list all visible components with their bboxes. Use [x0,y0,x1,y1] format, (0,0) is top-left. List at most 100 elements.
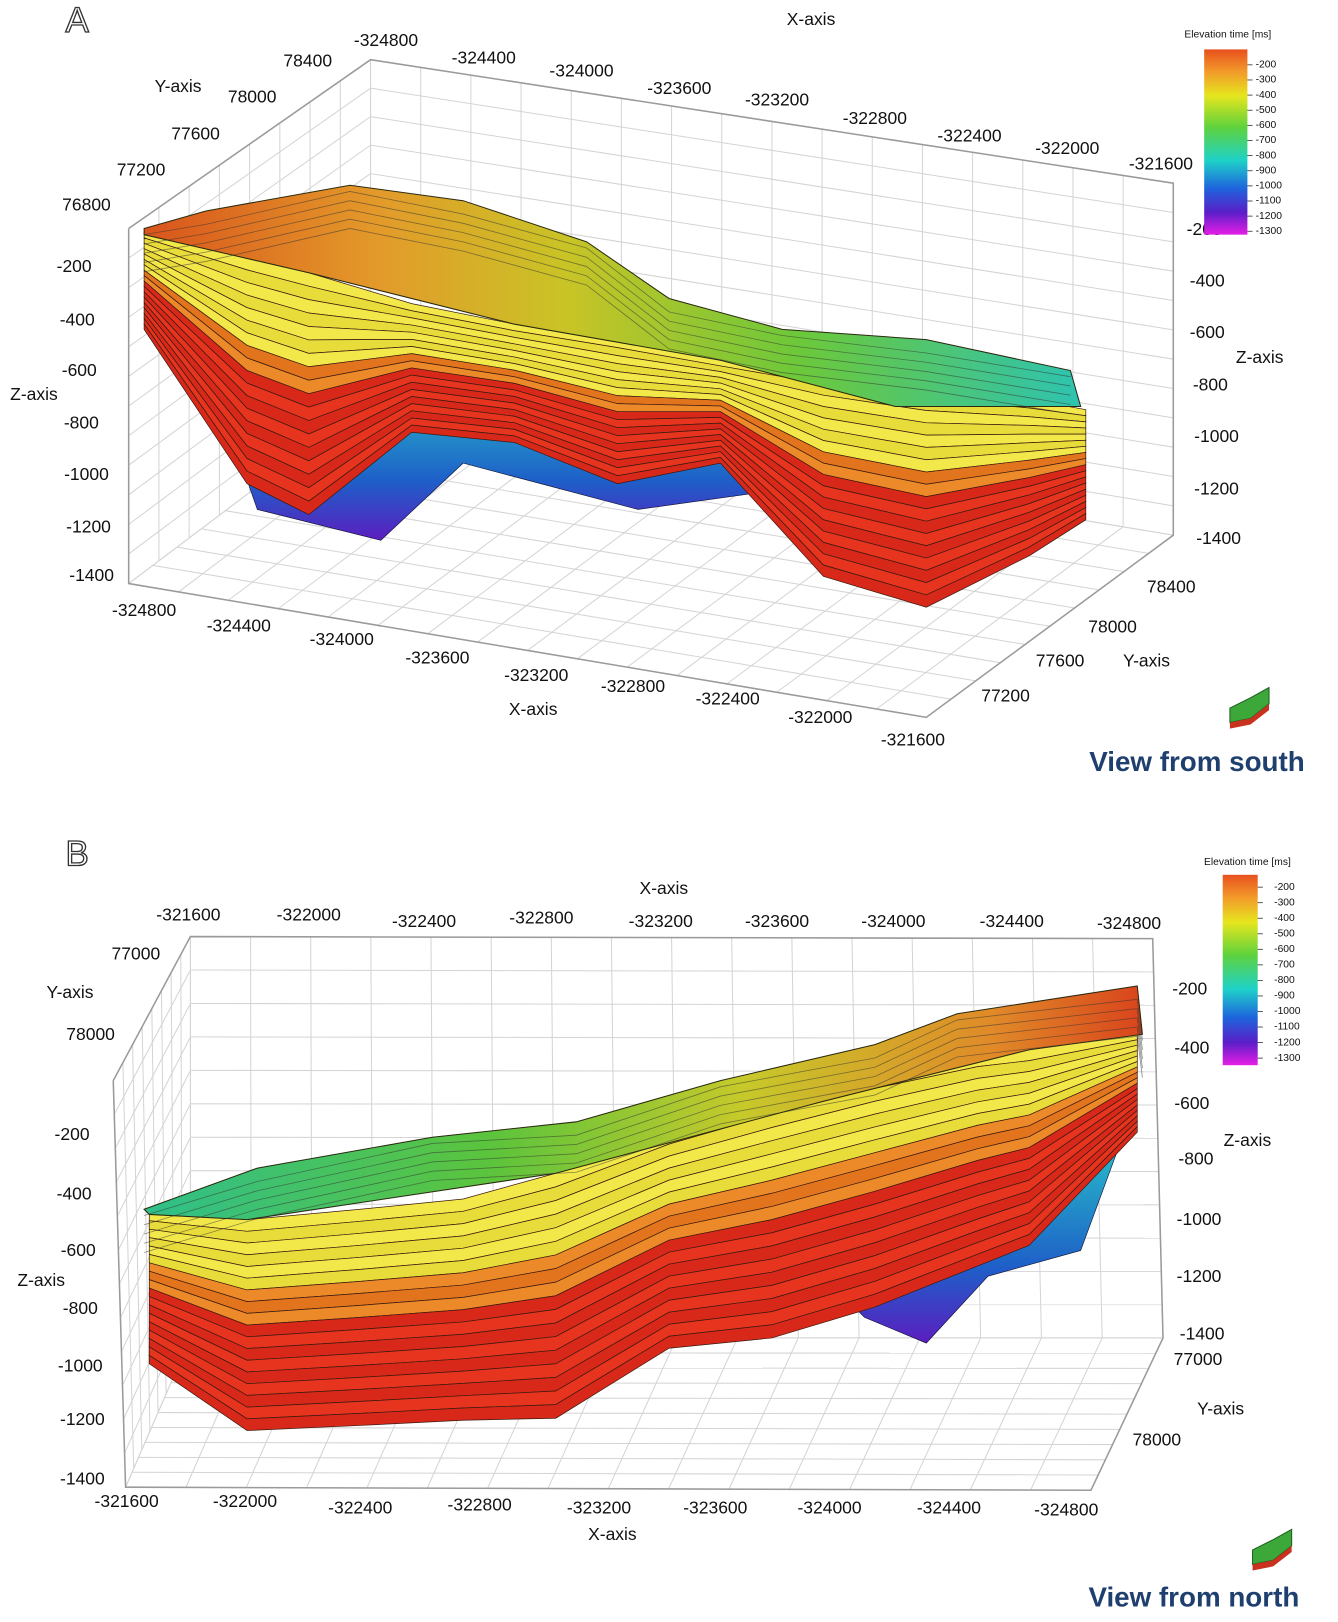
grid-line [201,528,1001,664]
tick-label: -800 [1178,1149,1213,1169]
model-body [143,184,1087,608]
colorbar-tick-label: -500 [1274,929,1295,940]
colorbar-tick-label: -1300 [1274,1053,1301,1064]
tick-label: 77200 [981,685,1030,705]
tick-label: -324000 [549,61,613,81]
colorbar-tick-label: -600 [1274,944,1295,955]
grid-line [145,1441,1113,1446]
tick-label: -800 [64,413,99,433]
colorbar-tick-label: -900 [1256,165,1277,176]
tick-label: -800 [1193,375,1228,395]
axis-title: X-axis [588,1524,637,1544]
axis-title: X-axis [787,9,836,29]
colorbar-tick-label: -700 [1256,135,1277,146]
colorbar-tick-label: -1000 [1274,1006,1301,1017]
contour-line [144,200,1071,387]
tick-label: -322800 [843,108,907,128]
grid-line [113,969,191,1115]
tick-label: -200 [1172,979,1207,999]
tick-label: 77600 [1036,650,1085,670]
tick-label: 76800 [62,194,111,214]
view-caption: View from south [1089,746,1304,777]
tick-label: 77000 [112,944,161,964]
colorbar-tick-label: -700 [1274,960,1295,971]
tick-label: -322800 [601,676,665,696]
tick-label: -324000 [310,629,374,649]
layer-band [143,322,1087,608]
tick-label: 77200 [117,159,166,179]
tick-label: -324800 [112,600,176,620]
tick-label: -323200 [745,89,809,109]
grid-line [370,87,1174,214]
view-icon [1229,686,1270,724]
tick-label: -322000 [277,905,341,925]
grid-line [190,1002,1155,1006]
colorbar-tick-label: -800 [1256,150,1277,161]
tick-label: -321600 [881,730,945,750]
grid-line [138,1456,1106,1461]
colorbar-tick-label: -200 [1274,882,1295,893]
grid-line [370,144,1174,272]
tick-label: -323600 [745,911,809,931]
tick-label: -200 [57,256,92,276]
tick-label: -324800 [354,30,418,50]
colorbar-tick-label: -500 [1256,105,1277,116]
tick-label: -400 [1174,1037,1209,1057]
contour-line [143,1008,1143,1226]
colorbar-tick-label: -1200 [1256,211,1283,222]
tick-label: -322000 [1035,138,1099,158]
view-caption: View from north [1088,1582,1299,1613]
tick-label: -323600 [405,647,469,667]
layer-band [148,1125,1138,1431]
contour-line [144,209,1071,396]
tick-label: -324000 [861,911,925,931]
colorbar-title: Elevation time [ms] [1204,857,1291,868]
tick-label: -1400 [1196,528,1241,548]
grid-line [114,1003,191,1149]
tick-label: -324400 [452,47,516,67]
tick-label: 78000 [1088,616,1137,636]
colorbar-tick-label: -1300 [1256,226,1283,237]
tick-label: -323200 [504,665,568,685]
tick-label: -600 [1174,1093,1209,1113]
tick-label: -600 [1190,322,1225,342]
tick-label: -1000 [64,464,109,484]
tick-label: -400 [60,310,95,330]
tick-label: -400 [1190,271,1225,291]
contour-line [144,218,1071,405]
tick-label: -324800 [1097,913,1161,933]
tick-label: -1400 [1180,1323,1225,1343]
axis-title: Y-axis [1197,1399,1244,1419]
view-icon [1252,1528,1293,1565]
tick-label: -1400 [60,1469,105,1489]
axis-title: X-axis [640,878,689,898]
tick-label: -323600 [647,78,711,98]
tick-label: -324400 [207,615,271,635]
tick-label: -324800 [1034,1499,1098,1519]
colorbar-tick-label: -200 [1256,60,1277,71]
grid-line [152,564,952,700]
grid-box [112,935,1164,1492]
tick-label: 77600 [171,123,220,143]
axis-title: Z-axis [17,1270,65,1290]
tick-label: -800 [63,1298,98,1318]
tick-label: 78400 [283,50,332,70]
tick-label: 78000 [1133,1429,1182,1449]
tick-label: -1000 [1177,1209,1222,1229]
colorbar-tick-label: -1100 [1274,1022,1300,1033]
colorbar-tick-label: -1100 [1256,196,1282,207]
tick-label: -322800 [448,1494,512,1514]
colorbar-tick-label: -400 [1256,90,1277,101]
axis-title: Z-axis [1236,347,1284,367]
contour-line [143,998,1143,1216]
grid-line [370,116,1174,243]
contour-line [143,1026,1143,1244]
tick-label: -323200 [567,1497,631,1517]
tick-label: -322400 [937,126,1001,146]
tick-label: -322400 [392,911,456,931]
colorbar-tick-label: -300 [1256,75,1277,86]
labels: -324800 -324400 -324000 -323600 -323200 -3228… [10,0,1305,1613]
colorbar [1222,874,1258,1066]
